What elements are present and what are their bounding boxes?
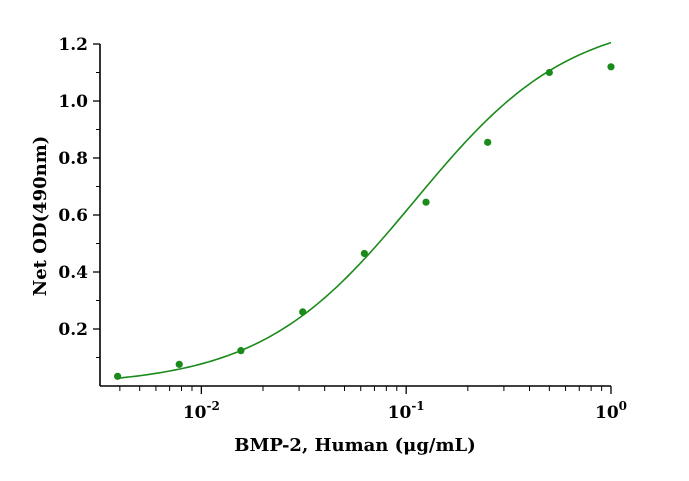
data-points [113, 63, 615, 380]
x-tick-label: 10-1 [388, 399, 425, 423]
data-point [607, 63, 615, 71]
data-point [175, 360, 183, 368]
y-ticks: 0.2 0.4 0.6 0.8 1.0 1.2 [58, 35, 100, 358]
y-tick-label: 0.8 [58, 149, 88, 169]
y-tick-label: 0.6 [58, 206, 88, 226]
y-axis-title: Net OD(490nm) [30, 136, 51, 297]
x-tick-label: 100 [595, 399, 627, 423]
y-tick-label: 0.4 [58, 263, 88, 283]
x-axis-title: BMP-2, Human (μg/mL) [234, 435, 475, 456]
data-point [299, 308, 307, 316]
y-tick-label: 0.2 [58, 320, 88, 340]
y-tick-label: 1.2 [58, 35, 88, 55]
data-point [360, 249, 368, 258]
x-ticks: 10-2 10-1 100 [119, 386, 627, 423]
data-point [237, 347, 245, 355]
data-point [422, 198, 430, 206]
axes [99, 44, 611, 387]
fit-curve [117, 41, 612, 380]
data-point [113, 372, 122, 380]
data-point [484, 138, 492, 146]
data-point [545, 68, 553, 77]
y-tick-label: 1.0 [58, 92, 88, 112]
x-tick-label: 10-2 [183, 399, 220, 423]
